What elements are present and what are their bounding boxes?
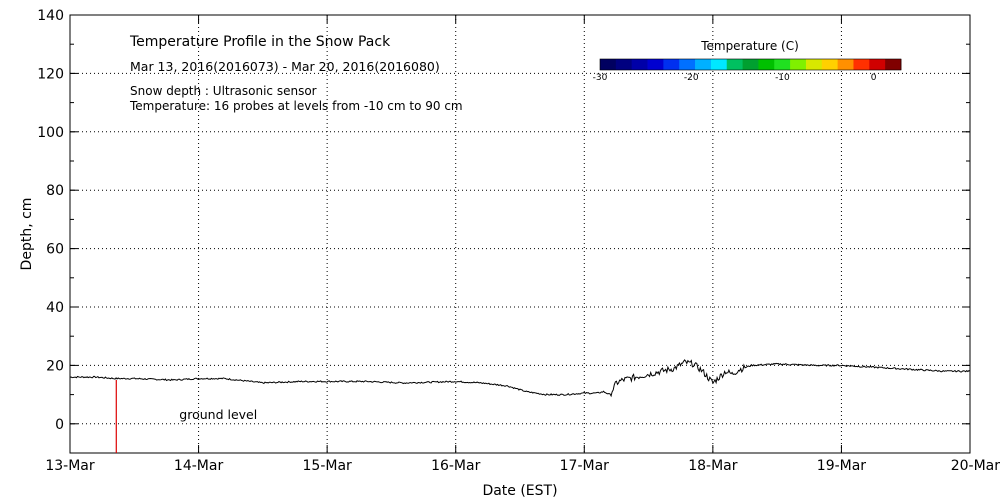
colorbar-swatch [647,59,664,70]
y-tick-label: 20 [46,358,64,374]
colorbar-swatch [869,59,886,70]
colorbar-title: Temperature (C) [700,39,799,53]
colorbar-swatch [805,59,823,70]
colorbar-swatch [600,59,617,70]
colorbar-swatch [615,59,633,70]
y-tick-label: 120 [37,66,64,82]
colorbar-swatch [774,59,791,70]
plot-frame [69,14,971,454]
ground-level-label: ground level [179,407,257,422]
colorbar-tick-label: -10 [775,73,790,83]
x-tick-label: 15-Mar [303,458,353,474]
colorbar-swatch [790,59,807,70]
colorbar-swatch [821,59,839,70]
x-tick-label: 19-Mar [817,458,867,474]
chart-subtitle: Mar 13, 2016(2016073) - Mar 20, 2016(201… [130,59,440,74]
colorbar-swatch [853,59,870,70]
y-tick-label: 60 [46,242,64,258]
x-tick-label: 17-Mar [560,458,610,474]
colorbar-tick-label: 0 [871,73,877,83]
colorbar-swatch [742,59,759,70]
colorbar-swatch [885,59,902,70]
x-tick-label: 16-Mar [431,458,481,474]
colorbar-swatch [710,59,728,70]
x-axis-label: Date (EST) [482,483,557,499]
colorbar-swatch [679,59,696,70]
x-tick-label: 13-Mar [45,458,95,474]
colorbar-tick-label: -20 [684,73,699,83]
note-snow-depth: Snow depth : Ultrasonic sensor [130,84,317,98]
y-axis-label: Depth, cm [19,198,35,271]
chart-title: Temperature Profile in the Snow Pack [129,34,391,50]
colorbar-frame [599,58,902,71]
colorbar-tick-label: -30 [593,73,608,83]
note-temperature: Temperature: 16 probes at levels from -1… [129,99,463,113]
colorbar-swatch [631,59,648,70]
x-tick-label: 20-Mar [951,458,1000,474]
x-tick-label: 18-Mar [688,458,738,474]
colorbar-swatch [837,59,854,70]
y-tick-label: 140 [37,8,64,24]
y-tick-label: 40 [46,300,64,316]
x-tick-label: 14-Mar [174,458,224,474]
snow-depth-series-line [69,359,971,398]
colorbar-swatch [726,59,743,70]
colorbar-swatch [695,59,712,70]
y-tick-label: 80 [46,183,64,199]
y-tick-label: 0 [55,417,64,433]
colorbar-swatch [663,59,680,70]
colorbar-swatch [758,59,775,70]
y-tick-label: 100 [37,125,64,141]
